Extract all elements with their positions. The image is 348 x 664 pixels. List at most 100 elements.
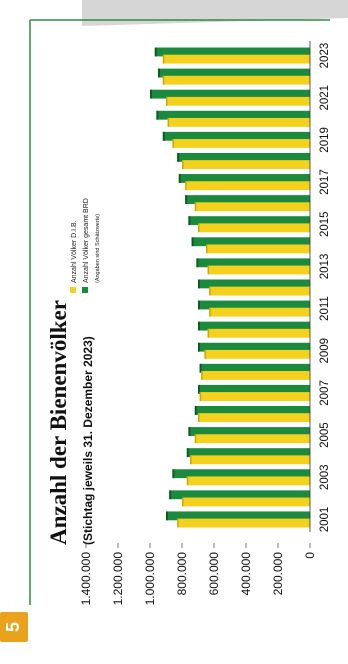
bar-brd	[177, 152, 310, 162]
bar-dib	[172, 139, 310, 148]
category-label: 2015	[319, 211, 331, 237]
category-label: 2023	[319, 43, 331, 69]
bar-brd	[154, 47, 310, 57]
chart-title: Anzahl der Bienenvölker	[46, 300, 71, 545]
bar-brd	[196, 258, 310, 268]
bar-dib-cap	[162, 75, 165, 85]
bar-dib-cap	[182, 497, 184, 507]
bar-brd-cap	[198, 279, 200, 289]
value-tick-label: 800.000	[175, 552, 189, 596]
bar-brd-cap	[156, 110, 159, 120]
value-tick-label: 400.000	[239, 552, 253, 596]
bar-brd-cap	[194, 406, 197, 415]
bar-dib-cap	[206, 244, 208, 254]
bar-brd	[156, 110, 310, 120]
bar-brd	[166, 511, 310, 521]
bar-dib	[207, 265, 310, 275]
bar-dib-cap	[198, 223, 200, 233]
bar-dib-cap	[198, 413, 200, 423]
bar-brd	[198, 321, 310, 331]
bar-dib	[204, 349, 310, 359]
bar-dib-cap	[167, 117, 170, 127]
bar-brd-cap	[198, 342, 200, 352]
category-label: 2013	[319, 254, 331, 280]
bar-brd-cap	[196, 258, 199, 268]
bar-brd	[150, 89, 310, 99]
category-label: 2003	[319, 464, 331, 490]
bar-brd	[158, 68, 310, 78]
bar-dib	[182, 497, 310, 507]
bar-dib	[167, 117, 310, 127]
category-label: 2007	[319, 380, 331, 406]
bar-dib-cap	[166, 96, 168, 106]
chart-subtitle: (Stichtag jeweils 31. Dezember 2023)	[81, 336, 95, 545]
category-label: 2001	[319, 507, 331, 533]
category-label: 2021	[319, 85, 331, 111]
bar-dib-cap	[201, 371, 203, 380]
bar-dib-cap	[162, 54, 165, 64]
bar-dib	[199, 392, 310, 401]
bar-brd	[199, 363, 310, 373]
legend-note: (Angaben sind Schätzwerte)	[95, 214, 101, 283]
bar-brd	[188, 427, 310, 436]
bar-dib	[207, 328, 310, 338]
bar-dib-cap	[172, 139, 174, 148]
bars	[150, 41, 311, 532]
bar-brd-cap	[178, 174, 181, 183]
legend-swatch-brd	[82, 287, 88, 293]
bar-dib-cap	[177, 518, 179, 528]
bar-dib	[162, 75, 310, 85]
bar-brd	[162, 131, 310, 141]
category-label: 2005	[319, 422, 331, 448]
page-number: 5	[3, 622, 23, 632]
bar-brd-cap	[188, 427, 191, 436]
bar-brd-cap	[154, 47, 157, 57]
bar-brd-cap	[150, 89, 152, 99]
value-tick-label: 1.000.000	[143, 552, 157, 606]
bar-dib-cap	[207, 328, 210, 338]
bar-dib	[198, 413, 310, 423]
legend-swatch-dib	[70, 287, 76, 293]
bar-brd-cap	[172, 469, 175, 479]
category-label: 2011	[319, 296, 331, 321]
legend: Anzahl Völker D.I.B. Anzahl Völker gesam…	[70, 198, 101, 293]
top-band	[82, 0, 348, 26]
category-axis: 2001 2003 2005 2007 2009 2011 2013 2015 2017 2019…	[319, 43, 331, 533]
bar-dib-cap	[186, 476, 189, 486]
bar-brd-cap	[198, 384, 200, 394]
bar-dib-cap	[182, 160, 184, 169]
bar-brd-cap	[186, 448, 189, 458]
bar-dib-cap	[199, 392, 202, 401]
bar-dib-cap	[204, 349, 206, 359]
value-tick-label: 600.000	[207, 552, 221, 596]
bar-brd	[198, 279, 310, 289]
value-tick-label: 1.200.000	[111, 552, 125, 606]
bar-dib	[209, 307, 310, 317]
bar-dib-cap	[185, 181, 187, 191]
bar-dib	[194, 434, 310, 444]
value-tick-label: 200.000	[271, 552, 285, 596]
bar-brd	[198, 384, 310, 394]
legend-label-dib: Anzahl Völker D.I.B.	[71, 220, 78, 283]
bar-brd	[186, 448, 310, 458]
bar-brd-cap	[198, 300, 200, 310]
bar-dib	[185, 181, 310, 191]
category-label: 2017	[319, 169, 331, 195]
bar-brd-cap	[188, 216, 191, 226]
bar-dib	[177, 518, 310, 528]
value-tick-label: 1.400.000	[79, 552, 93, 606]
bar-brd	[169, 490, 310, 500]
bar-brd-cap	[177, 152, 180, 162]
bar-dib	[194, 202, 310, 212]
bar-brd	[188, 216, 310, 226]
bar-dib-cap	[194, 434, 197, 444]
bar-dib	[206, 244, 310, 254]
bar-brd-cap	[198, 321, 200, 331]
bar-brd	[194, 406, 310, 415]
page-badge: 5	[0, 612, 28, 642]
bar-brd-cap	[199, 363, 202, 373]
bar-dib-cap	[194, 202, 197, 212]
bar-dib-cap	[209, 307, 211, 317]
category-label: 2019	[319, 127, 331, 153]
bar-brd-cap	[166, 511, 168, 521]
